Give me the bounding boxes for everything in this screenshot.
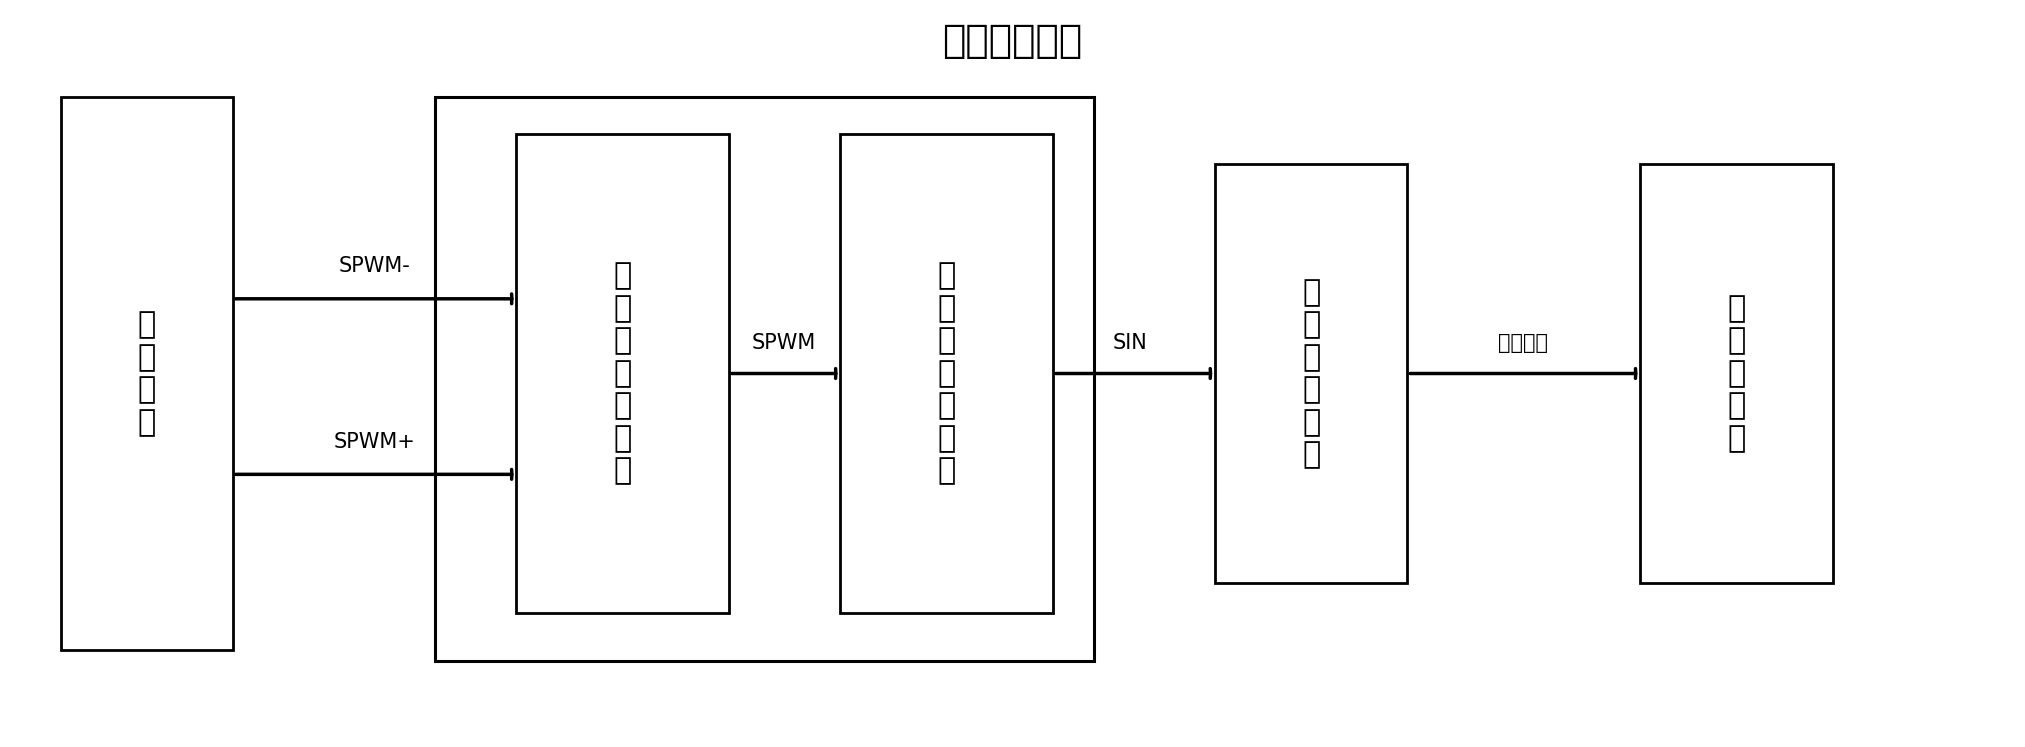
Text: SIN: SIN <box>1112 332 1148 353</box>
Text: 模拟解调电路: 模拟解调电路 <box>942 22 1083 61</box>
Text: 微
处
理
器: 微 处 理 器 <box>138 310 156 437</box>
Bar <box>1640 164 1833 583</box>
Text: 旋
转
变
压
器: 旋 转 变 压 器 <box>1727 294 1746 453</box>
Text: 激磁信号: 激磁信号 <box>1498 332 1547 353</box>
Text: 功
率
放
大
电
路: 功 率 放 大 电 路 <box>1302 278 1320 469</box>
Bar <box>1215 164 1407 583</box>
Text: 二
阶
带
通
滤
波
器: 二 阶 带 通 滤 波 器 <box>938 261 956 486</box>
Bar <box>516 134 729 613</box>
Text: 差
分
比
例
运
算
器: 差 分 比 例 运 算 器 <box>614 261 632 486</box>
Text: SPWM: SPWM <box>751 332 816 353</box>
Bar <box>61 97 233 650</box>
Bar <box>435 97 1094 661</box>
Text: SPWM-: SPWM- <box>338 256 411 276</box>
Text: SPWM+: SPWM+ <box>334 432 415 452</box>
Bar <box>840 134 1053 613</box>
